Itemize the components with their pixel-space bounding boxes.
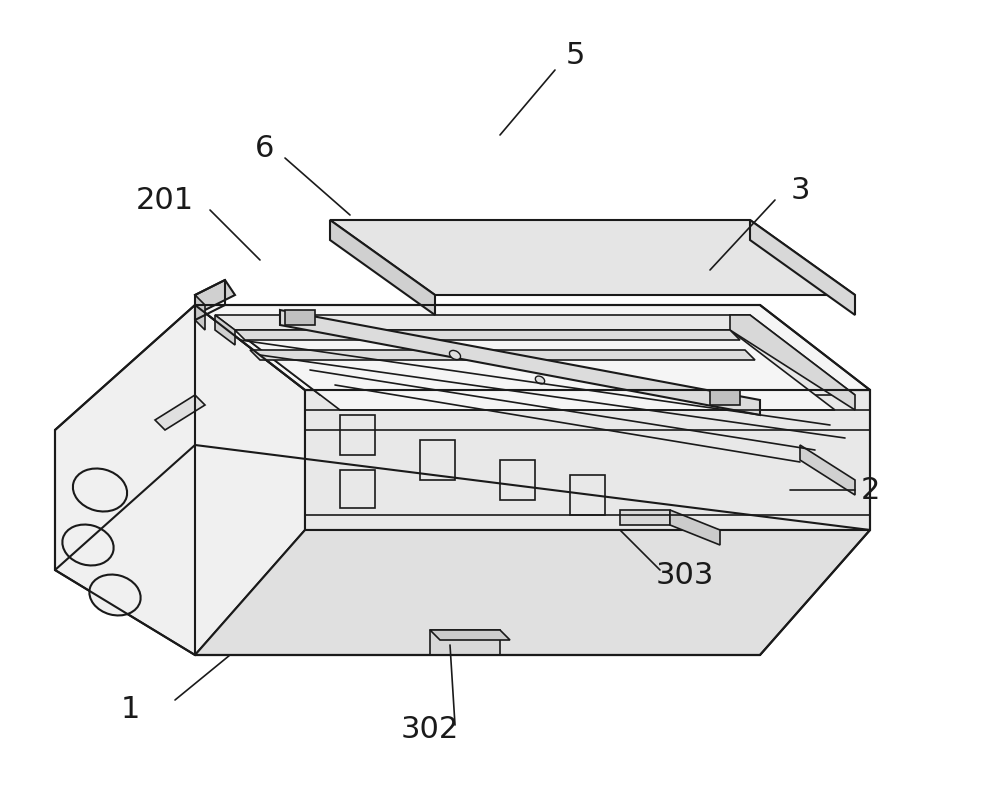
Polygon shape (280, 310, 760, 415)
Polygon shape (730, 315, 855, 410)
Polygon shape (340, 470, 375, 508)
Polygon shape (195, 530, 870, 655)
Polygon shape (430, 630, 500, 655)
Ellipse shape (535, 376, 545, 384)
Polygon shape (55, 305, 305, 655)
Polygon shape (235, 330, 740, 340)
Polygon shape (195, 305, 870, 390)
Polygon shape (215, 315, 235, 345)
Polygon shape (670, 510, 720, 545)
Polygon shape (570, 475, 605, 515)
Text: 201: 201 (136, 185, 194, 215)
Ellipse shape (73, 469, 127, 512)
Polygon shape (155, 395, 205, 430)
Polygon shape (215, 315, 855, 395)
Text: 302: 302 (401, 715, 459, 744)
Text: 1: 1 (120, 695, 140, 725)
Polygon shape (250, 350, 755, 360)
Polygon shape (195, 280, 235, 310)
Polygon shape (235, 330, 835, 410)
Polygon shape (750, 220, 855, 315)
Polygon shape (800, 445, 855, 495)
Polygon shape (420, 440, 455, 480)
Polygon shape (340, 415, 375, 455)
Ellipse shape (62, 524, 114, 565)
Text: 2: 2 (860, 475, 880, 505)
Polygon shape (330, 220, 435, 315)
Ellipse shape (89, 574, 141, 615)
Polygon shape (620, 510, 670, 525)
Text: 3: 3 (790, 176, 810, 204)
Polygon shape (330, 220, 855, 295)
Polygon shape (430, 630, 510, 640)
Text: 5: 5 (565, 40, 585, 70)
Text: 6: 6 (255, 134, 275, 162)
Ellipse shape (449, 350, 461, 360)
Polygon shape (500, 460, 535, 500)
Polygon shape (285, 310, 315, 325)
Polygon shape (710, 390, 740, 405)
Polygon shape (305, 390, 870, 530)
Text: 303: 303 (656, 561, 714, 589)
Polygon shape (195, 295, 205, 330)
